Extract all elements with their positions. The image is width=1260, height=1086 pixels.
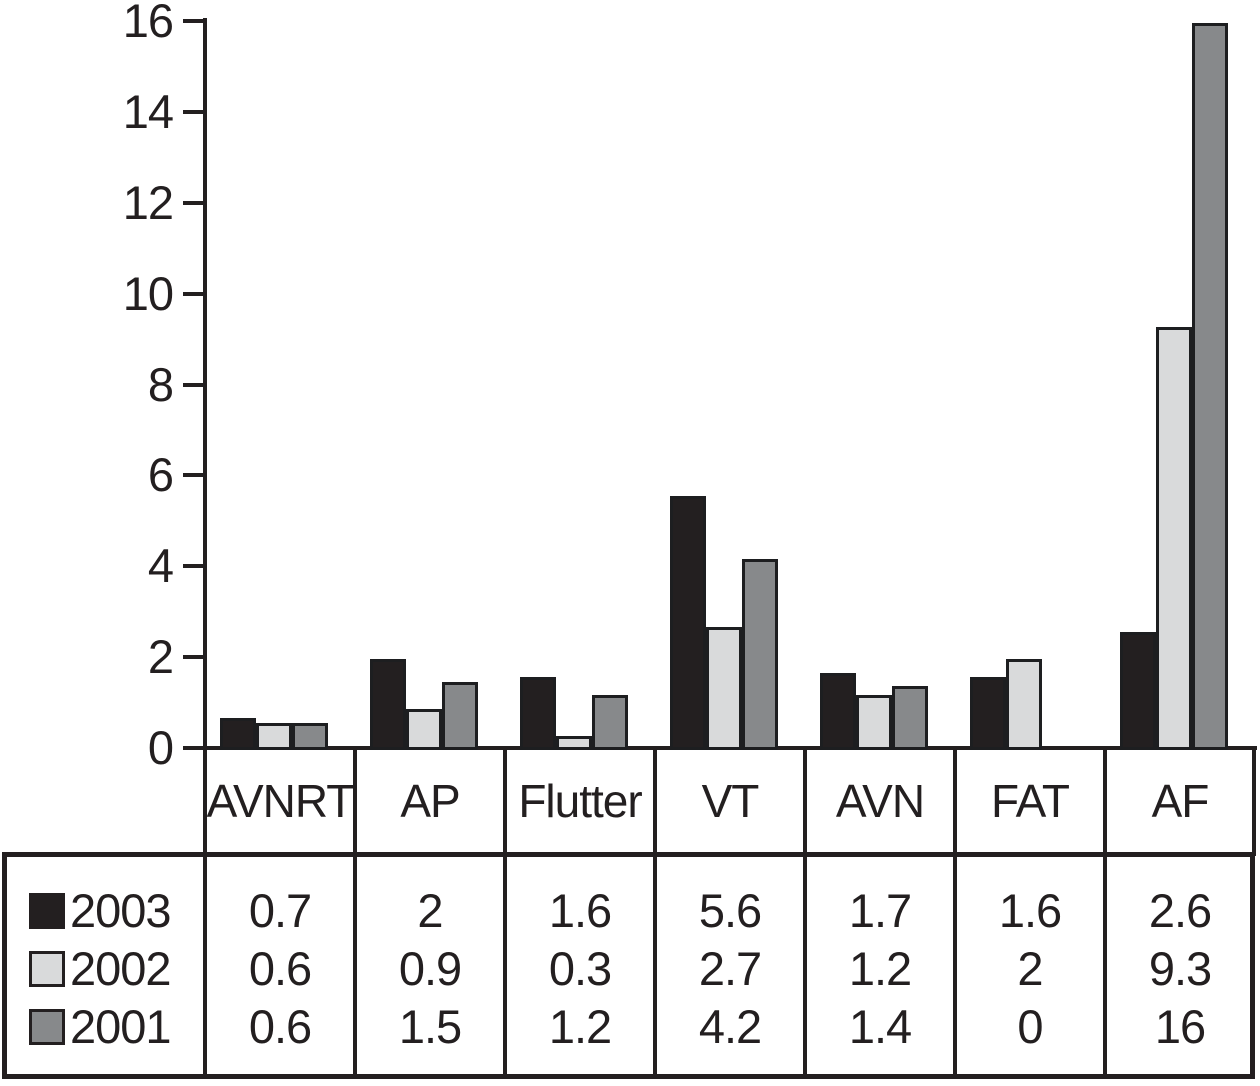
legend-item-2002: 2002	[7, 940, 203, 998]
bar-2002-VT	[706, 627, 742, 750]
bar-2003-VT	[670, 496, 706, 750]
bar-2002-Flutter	[556, 736, 592, 750]
table-column-ap: 2 0.9 1.5	[355, 863, 505, 1074]
table-column-separator	[203, 852, 207, 1079]
legend-label-2001: 2001	[70, 999, 172, 1053]
bar-2001-VT	[742, 559, 778, 750]
category-row-separator	[953, 746, 957, 856]
legend-swatch-2002	[29, 950, 65, 987]
table-value-2003-ap: 2	[417, 883, 443, 937]
y-axis-tick-mark	[183, 383, 205, 387]
table-value-2003-flutter: 1.6	[548, 883, 612, 937]
category-row-separator	[1252, 746, 1256, 856]
table-column-flutter: 1.6 0.3 1.2	[505, 863, 655, 1074]
legend-swatch-2003	[29, 892, 65, 929]
bar-2003-FAT	[970, 677, 1006, 750]
y-axis-tick-mark	[183, 19, 205, 23]
table-value-2003-vt: 5.6	[698, 883, 762, 937]
category-row-separator	[803, 746, 807, 856]
y-axis-line	[203, 18, 207, 856]
table-value-2001-vt: 4.2	[698, 999, 762, 1053]
y-axis-tick-mark	[183, 564, 205, 568]
table-value-2002-avn: 1.2	[848, 941, 912, 995]
table-value-2001-ap: 1.5	[398, 999, 462, 1053]
y-axis-tick-mark	[183, 201, 205, 205]
y-axis-tick-label: 16	[122, 0, 174, 47]
legend-label-2003: 2003	[70, 883, 172, 937]
table-column-separator	[503, 852, 507, 1079]
category-label-fat: FAT	[991, 775, 1070, 827]
table-value-2002-ap: 0.9	[398, 941, 462, 995]
bar-2003-Flutter	[520, 677, 556, 750]
data-table-border	[2, 852, 1255, 1079]
bar-2002-FAT	[1006, 659, 1042, 750]
category-label-flutter: Flutter	[518, 775, 642, 827]
legend-swatch-2001	[29, 1008, 65, 1045]
table-value-2001-avn: 1.4	[848, 999, 912, 1053]
y-axis-tick-label: 14	[122, 85, 174, 138]
y-axis-tick-label: 4	[147, 539, 174, 592]
bar-2001-AVN	[892, 686, 928, 750]
bar-2002-AF	[1156, 327, 1192, 750]
bar-2001-AF	[1192, 23, 1228, 750]
y-axis-tick-mark	[183, 655, 205, 659]
legend-column: 2003 2002 2001	[7, 863, 203, 1074]
category-label-af: AF	[1151, 775, 1210, 827]
legend-item-2001: 2001	[7, 998, 203, 1056]
y-axis-tick-mark	[183, 292, 205, 296]
table-column-separator	[953, 852, 957, 1079]
category-label-ap: AP	[400, 775, 460, 827]
table-column-separator	[1103, 852, 1107, 1079]
category-label-vt: VT	[701, 775, 760, 827]
table-column-separator	[353, 852, 357, 1079]
y-axis-tick-label: 10	[122, 267, 174, 320]
table-value-2002-vt: 2.7	[698, 941, 762, 995]
table-value-2002-af: 9.3	[1148, 941, 1212, 995]
y-axis-tick-label: 8	[147, 358, 174, 411]
y-axis-tick-mark	[183, 110, 205, 114]
table-value-2003-fat: 1.6	[998, 883, 1062, 937]
table-column-vt: 5.6 2.7 4.2	[655, 863, 805, 1074]
table-value-2003-avn: 1.7	[848, 883, 912, 937]
table-value-2001-flutter: 1.2	[548, 999, 612, 1053]
y-axis-tick-label: 2	[147, 630, 174, 683]
table-value-2001-avnrt: 0.6	[248, 999, 312, 1053]
table-column-fat: 1.6 2 0	[955, 863, 1105, 1074]
category-row-separator	[503, 746, 507, 856]
table-column-af: 2.6 9.3 16	[1105, 863, 1255, 1074]
category-label-avn: AVN	[835, 775, 925, 827]
y-axis-tick-label: 12	[122, 176, 174, 229]
bar-2002-AVN	[856, 695, 892, 750]
table-column-separator	[653, 852, 657, 1079]
table-column-separator	[803, 852, 807, 1079]
category-row-separator	[1103, 746, 1107, 856]
category-label-avnrt: AVNRT	[206, 775, 355, 827]
bar-2002-AVNRT	[256, 723, 292, 750]
table-value-2001-fat: 0	[1017, 999, 1043, 1053]
legend-item-2003: 2003	[7, 882, 203, 940]
table-value-2003-avnrt: 0.7	[248, 883, 312, 937]
bar-2002-AP	[406, 709, 442, 750]
y-axis-tick-label: 0	[147, 721, 174, 774]
bar-2001-AVNRT	[292, 723, 328, 750]
table-value-2003-af: 2.6	[1148, 883, 1212, 937]
table-value-2001-af: 16	[1154, 999, 1206, 1053]
category-row-separator	[653, 746, 657, 856]
table-value-2002-avnrt: 0.6	[248, 941, 312, 995]
y-axis-tick-mark	[183, 473, 205, 477]
table-column-avnrt: 0.7 0.6 0.6	[205, 863, 355, 1074]
bar-2003-AVNRT	[220, 718, 256, 750]
y-axis-tick-label: 6	[147, 448, 174, 501]
table-value-2002-fat: 2	[1017, 941, 1043, 995]
table-value-2002-flutter: 0.3	[548, 941, 612, 995]
bar-2003-AP	[370, 659, 406, 750]
bar-2001-AP	[442, 682, 478, 750]
legend-label-2002: 2002	[70, 941, 172, 995]
bar-2001-Flutter	[592, 695, 628, 750]
category-row-separator	[353, 746, 357, 856]
bar-2003-AF	[1120, 632, 1156, 750]
table-column-avn: 1.7 1.2 1.4	[805, 863, 955, 1074]
bar-2003-AVN	[820, 673, 856, 750]
